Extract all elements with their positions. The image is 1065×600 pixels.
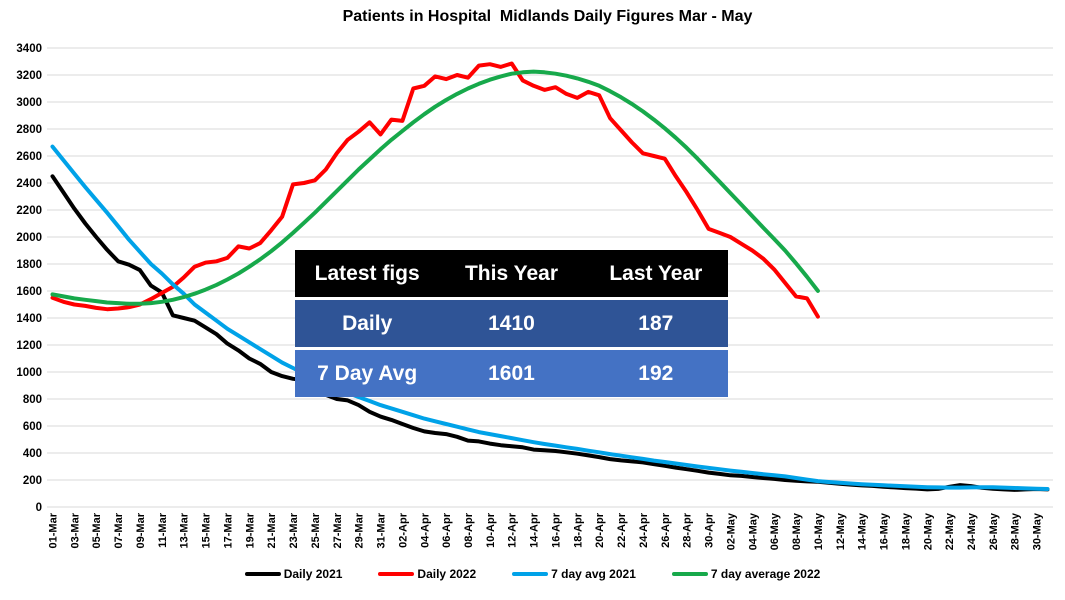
legend-item-7-day-avg-2021: 7 day avg 2021 — [512, 567, 636, 581]
x-tick-label: 13-Mar — [179, 512, 191, 548]
x-tick-label: 10-Apr — [485, 512, 497, 548]
x-tick-label: 23-Mar — [288, 512, 300, 548]
x-tick-label: 17-Mar — [222, 512, 234, 548]
chart-title: Patients in Hospital Midlands Daily Figu… — [342, 8, 753, 25]
y-tick-label: 1000 — [16, 367, 42, 379]
series-line-7-day-average-2022 — [50, 69, 820, 306]
y-tick-label: 400 — [23, 448, 42, 460]
y-tick-label: 200 — [23, 475, 42, 487]
x-tick-label: 04-Apr — [419, 512, 431, 548]
legend-label: Daily 2021 — [283, 567, 343, 581]
y-tick-label: 1800 — [16, 259, 42, 271]
x-tick-label: 02-May — [725, 512, 737, 550]
x-tick-label: 10-May — [813, 512, 825, 550]
x-tick-label: 06-May — [769, 512, 781, 550]
x-tick-label: 30-May — [1032, 512, 1044, 550]
y-tick-label: 2800 — [16, 124, 42, 136]
series-line-daily-2022 — [50, 61, 820, 319]
table-row-7-day-avg: 7 Day Avg 1601 192 — [295, 347, 728, 397]
table-cell-7day-this-year: 1601 — [439, 350, 584, 397]
x-tick-label: 30-Apr — [704, 512, 716, 548]
table-header-row: Latest figs This Year Last Year — [295, 250, 728, 297]
table-cell-daily-last-year: 187 — [583, 300, 728, 347]
x-tick-label: 20-Apr — [594, 512, 606, 548]
x-tick-label: 18-Apr — [572, 512, 584, 548]
y-tick-label: 1400 — [16, 313, 42, 325]
legend-label: 7 day average 2022 — [710, 567, 821, 581]
y-tick-label: 600 — [23, 421, 42, 433]
y-tick-label: 2000 — [16, 232, 42, 244]
legend-item-7-day-average-2022: 7 day average 2022 — [671, 567, 821, 581]
x-tick-label: 14-Apr — [529, 512, 541, 548]
x-tick-label: 16-May — [879, 512, 891, 550]
x-tick-label: 24-May — [966, 512, 978, 550]
table-cell-daily-label: Daily — [295, 300, 440, 347]
legend-label: 7 day avg 2021 — [551, 567, 636, 581]
x-tick-label: 06-Apr — [441, 512, 453, 548]
line-swatch-icon — [378, 571, 415, 577]
x-tick-label: 22-May — [944, 512, 956, 550]
x-tick-label: 28-Apr — [682, 512, 694, 548]
x-tick-label: 01-Mar — [47, 512, 59, 548]
x-tick-label: 12-Apr — [507, 512, 519, 548]
x-tick-label: 20-May — [922, 512, 934, 550]
y-tick-label: 1600 — [16, 286, 42, 298]
y-tick-label: 3000 — [16, 97, 42, 109]
x-tick-label: 05-Mar — [91, 512, 103, 548]
x-tick-label: 29-Mar — [354, 512, 366, 548]
x-tick-label: 16-Apr — [550, 512, 562, 548]
y-tick-label: 800 — [23, 394, 42, 406]
y-tick-label: 2600 — [16, 151, 42, 163]
y-tick-label: 2200 — [16, 205, 42, 217]
table-header-this-year: This Year — [439, 250, 584, 297]
legend-label: Daily 2022 — [417, 567, 477, 581]
x-tick-label: 15-Mar — [201, 512, 213, 548]
x-tick-label: 08-Apr — [463, 512, 475, 548]
line-swatch-icon — [512, 571, 549, 577]
x-tick-label: 03-Mar — [69, 512, 81, 548]
table-cell-7day-last-year: 192 — [583, 350, 728, 397]
line-swatch-icon — [244, 571, 281, 577]
chart-legend: Daily 2021 Daily 2022 7 day avg 2021 7 d… — [0, 567, 1065, 581]
x-tick-label: 28-May — [1010, 512, 1022, 550]
x-tick-label: 21-Mar — [266, 512, 278, 548]
x-tick-label: 14-May — [857, 512, 869, 550]
x-tick-label: 12-May — [835, 512, 847, 550]
y-tick-label: 3200 — [16, 70, 42, 82]
x-tick-label: 26-Apr — [660, 512, 672, 548]
x-tick-label: 04-May — [747, 512, 759, 550]
x-tick-label: 07-Mar — [113, 512, 125, 548]
table-header-last-year: Last Year — [583, 250, 728, 297]
y-tick-label: 0 — [36, 502, 42, 514]
y-tick-label: 2400 — [16, 178, 42, 190]
table-row-daily: Daily 1410 187 — [295, 297, 728, 347]
x-tick-label: 26-May — [988, 512, 1000, 550]
x-tick-label: 31-Mar — [376, 512, 388, 548]
x-tick-label: 18-May — [900, 512, 912, 550]
table-header-latest-figs: Latest figs — [295, 250, 440, 297]
legend-item-daily-2021: Daily 2021 — [244, 567, 343, 581]
x-tick-label: 22-Apr — [616, 512, 628, 548]
x-tick-label: 11-Mar — [157, 512, 169, 548]
x-tick-label: 09-Mar — [135, 512, 147, 548]
table-cell-daily-this-year: 1410 — [439, 300, 584, 347]
y-tick-label: 1200 — [16, 340, 42, 352]
x-tick-label: 25-Mar — [310, 512, 322, 548]
x-tick-label: 08-May — [791, 512, 803, 550]
x-tick-label: 27-Mar — [332, 512, 344, 548]
table-cell-7day-label: 7 Day Avg — [295, 350, 440, 397]
y-tick-label: 3400 — [16, 43, 42, 55]
latest-figures-table: Latest figs This Year Last Year Daily 14… — [295, 250, 728, 397]
line-swatch-icon — [671, 571, 708, 577]
x-tick-label: 24-Apr — [638, 512, 650, 548]
legend-item-daily-2022: Daily 2022 — [378, 567, 476, 581]
x-tick-label: 19-Mar — [244, 512, 256, 548]
series-line-7-day-avg-2021 — [50, 144, 1050, 491]
x-tick-label: 02-Apr — [397, 512, 409, 548]
